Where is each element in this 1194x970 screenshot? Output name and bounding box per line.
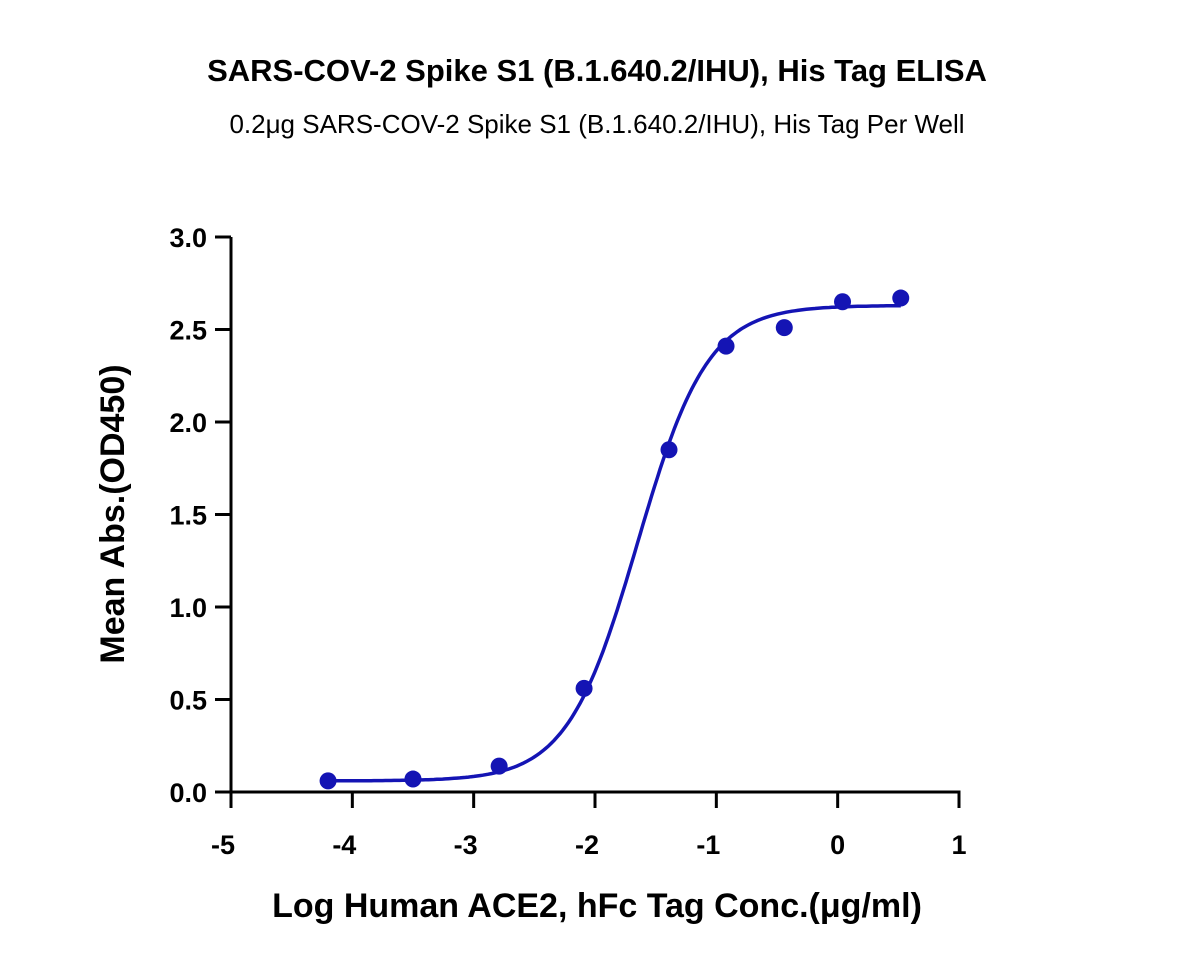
x-tick-label: 1	[951, 830, 966, 860]
y-tick-label: 3.0	[169, 223, 207, 253]
y-tick-label: 2.5	[169, 316, 207, 346]
data-point	[775, 319, 793, 337]
y-tick-label: 2.0	[169, 408, 207, 438]
axes: 0.0 0.5 1.0 1.5 2.0 2.5 3.0 -5 -4 -3 -2 -1 0 1	[169, 223, 966, 860]
chart-title: SARS-COV-2 Spike S1 (B.1.640.2/IHU), His…	[207, 53, 987, 88]
data-point	[490, 757, 508, 775]
data-point	[892, 289, 910, 307]
y-tick-label: 0.5	[169, 686, 207, 716]
x-tick-label: -5	[211, 830, 235, 860]
y-axis-title: Mean Abs.(OD450)	[94, 364, 132, 663]
data-point	[660, 441, 678, 459]
x-axis-title: Log Human ACE2, hFc Tag Conc.(μg/ml)	[272, 887, 922, 925]
fit-curve	[328, 303, 901, 783]
x-tick-label: -3	[454, 830, 478, 860]
data-point	[834, 293, 852, 311]
data-point	[575, 679, 593, 697]
data-point	[717, 337, 735, 355]
x-tick-label: -1	[696, 830, 720, 860]
chart-subtitle: 0.2μg SARS-COV-2 Spike S1 (B.1.640.2/IHU…	[229, 109, 964, 139]
x-tick-label: 0	[830, 830, 845, 860]
y-tick-label: 1.5	[169, 501, 207, 531]
y-tick-label: 1.0	[169, 593, 207, 623]
x-tick-label: -2	[575, 830, 599, 860]
y-tick-label: 0.0	[169, 778, 207, 808]
data-point	[319, 772, 337, 790]
data-point	[404, 770, 422, 788]
data-marks	[319, 289, 910, 790]
x-tick-label: -4	[332, 830, 356, 860]
